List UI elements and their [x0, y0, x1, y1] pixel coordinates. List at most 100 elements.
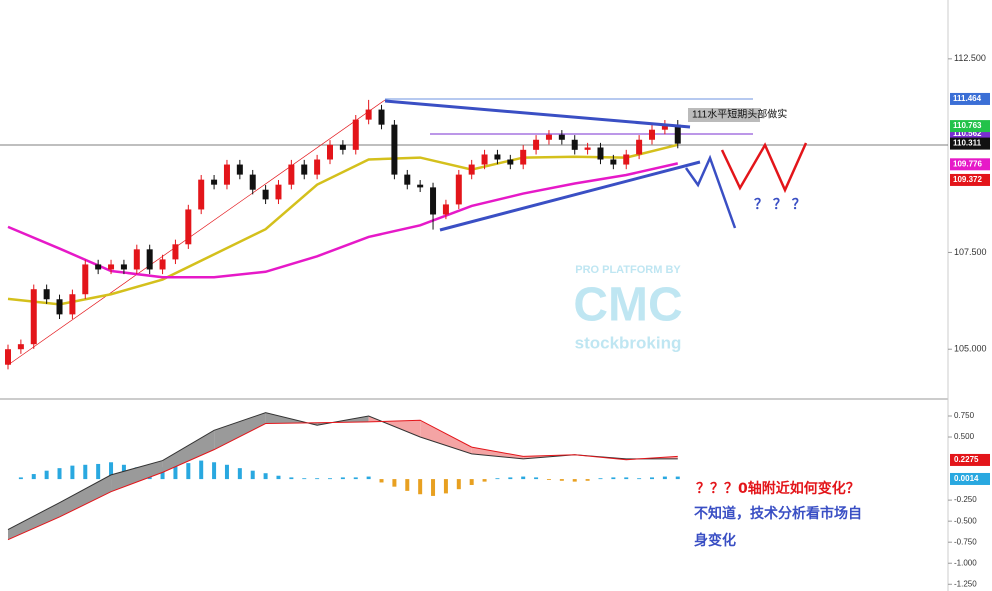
histogram-bar	[70, 465, 75, 480]
price-badge	[950, 120, 990, 133]
candle-body	[339, 144, 346, 150]
candle-body	[275, 184, 282, 200]
histogram-bar	[534, 477, 539, 480]
macd-fill	[214, 412, 266, 450]
candle-body	[95, 264, 102, 270]
candle-body	[468, 164, 475, 175]
answer: 不知道，技术分析看市场自	[694, 505, 862, 522]
macd-badge-label: 0.0014	[954, 474, 979, 483]
candle-body	[69, 294, 76, 315]
histogram-bar	[611, 477, 616, 480]
candle-body	[172, 244, 179, 260]
candle-body	[185, 209, 192, 245]
candle-body	[327, 144, 333, 160]
histogram-bar	[418, 479, 423, 495]
macd-badge	[950, 453, 990, 466]
candle-body	[378, 109, 385, 125]
histogram-bar	[263, 473, 268, 480]
candle-body	[674, 124, 681, 144]
trend-line	[7, 99, 386, 366]
histogram-bar	[289, 477, 294, 480]
candle-body	[82, 264, 89, 295]
watermark-top: PRO PLATFORM BY	[575, 264, 681, 276]
histogram-bar	[212, 462, 217, 480]
histogram-bar	[405, 479, 410, 491]
price-badge-label: 111.464	[953, 94, 982, 103]
candle-body	[288, 164, 295, 185]
macd-fill	[420, 420, 472, 454]
price-badge-label: 110.562	[953, 129, 982, 138]
moving-average	[7, 143, 679, 306]
price-badge-label: 110.311	[953, 139, 982, 148]
candle-body	[159, 259, 166, 270]
macd-fill	[111, 460, 163, 492]
histogram-bar	[18, 477, 23, 480]
price-badge	[950, 127, 990, 140]
price-badge-label: 110.763	[953, 121, 982, 130]
candle-body	[198, 179, 205, 210]
candle-body	[17, 344, 24, 350]
candle-body	[404, 174, 411, 185]
histogram-bar	[392, 479, 397, 487]
histogram-bar	[675, 476, 680, 480]
y-tick-label: 112.500	[954, 53, 986, 63]
candle-body	[545, 134, 552, 140]
y-tick-label: -1.000	[954, 558, 977, 567]
candle-body	[507, 159, 514, 165]
price-badge	[950, 92, 990, 105]
histogram-bar	[186, 463, 191, 480]
histogram-bar	[495, 478, 500, 480]
candle-body	[301, 164, 308, 175]
histogram-bar	[44, 470, 49, 480]
histogram-bar	[598, 478, 603, 480]
histogram-bar	[160, 467, 165, 480]
question: ？？？0轴附近如何变化？	[696, 480, 860, 497]
price-badge-label: 109.776	[953, 159, 982, 168]
candle-body	[597, 147, 604, 160]
histogram-bar	[250, 470, 255, 480]
watermark: PRO PLATFORM BY CMC stockbroking	[573, 264, 682, 353]
histogram-bar	[585, 479, 590, 481]
drawings	[384, 99, 808, 232]
candle-body	[391, 124, 398, 175]
candle-body	[223, 164, 230, 185]
projection	[720, 142, 808, 194]
macd-fill	[162, 430, 215, 473]
candle-body	[120, 264, 127, 270]
candle-body	[417, 184, 424, 188]
candle-body	[146, 249, 153, 270]
candle-body	[211, 179, 218, 185]
histogram-bar	[508, 477, 513, 480]
candle-body	[352, 119, 359, 150]
candle-body	[262, 189, 269, 200]
histogram-bar	[340, 477, 345, 480]
histogram-bar	[31, 474, 36, 480]
price-badge	[950, 137, 990, 150]
y-tick-label: -1.250	[954, 579, 977, 588]
histogram-bar	[469, 479, 474, 485]
marks	[5, 99, 681, 541]
candle-body	[5, 349, 11, 365]
candle-body	[533, 139, 540, 150]
histogram-bar	[379, 479, 384, 483]
macd-badge-label: 0.2275	[954, 455, 979, 464]
moving-average	[7, 162, 679, 279]
macd-fill	[8, 502, 60, 540]
histogram-bar	[57, 468, 62, 480]
histogram-bar	[96, 463, 101, 480]
candle-body	[661, 124, 668, 130]
histogram-bar	[173, 464, 178, 480]
candle-body	[520, 149, 527, 165]
candle-body	[494, 154, 501, 160]
candle-body	[558, 134, 565, 140]
question-marks: ？ ？ ？	[754, 197, 806, 213]
histogram-bar	[328, 478, 332, 480]
histogram-bar	[546, 479, 551, 480]
histogram-bar	[431, 479, 436, 496]
histogram-bar	[276, 475, 281, 480]
y-tick-label: -0.500	[954, 516, 977, 525]
histogram-bar	[224, 464, 229, 480]
candle-body	[43, 289, 50, 300]
